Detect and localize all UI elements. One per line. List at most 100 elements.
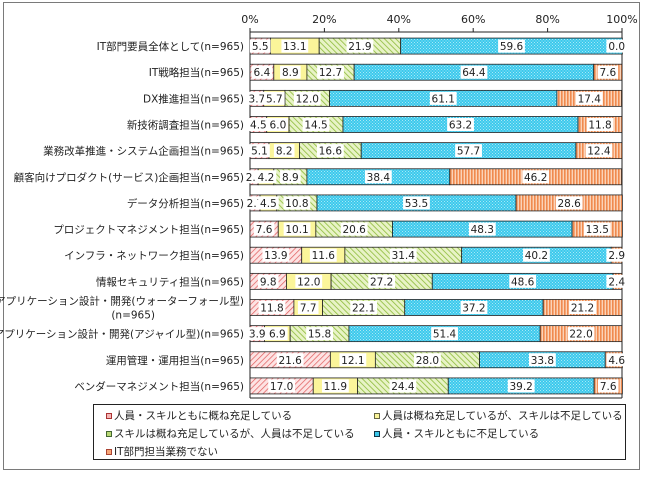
data-label-bg bbox=[468, 222, 496, 236]
data-label: 7.6 bbox=[256, 224, 273, 236]
data-label-bg bbox=[597, 65, 619, 79]
data-label: 27.2 bbox=[370, 276, 393, 288]
legend-swatch bbox=[374, 412, 380, 419]
legend: 人員・スキルともに概ね充足している 人員は概ね充足しているが、スキルは不足してい… bbox=[93, 404, 626, 460]
category-labels: IT部門要員全体として(n=965) IT戦略担当(n=965) DX推進担当(n=… bbox=[0, 40, 244, 393]
data-label: 37.2 bbox=[462, 303, 485, 315]
category-label: ベンダーマネジメント担当(n=965) bbox=[74, 380, 244, 393]
data-label-bg bbox=[276, 353, 304, 367]
data-label-bg bbox=[346, 39, 374, 53]
data-label-bg bbox=[267, 327, 288, 341]
chart-frame bbox=[3, 2, 640, 470]
data-label: 5.1 bbox=[251, 146, 268, 158]
data-label-bg bbox=[507, 379, 535, 393]
data-label: 28.0 bbox=[416, 355, 439, 367]
data-label-bg bbox=[606, 248, 627, 262]
data-label: 8.9 bbox=[282, 172, 299, 184]
category-label: 情報セキュリティ担当(n=965) bbox=[96, 275, 244, 288]
data-label-bg bbox=[293, 91, 321, 105]
x-tick-label: 80% bbox=[535, 13, 559, 26]
category-label: インフラ・ネットワーク担当(n=965) bbox=[64, 249, 244, 262]
data-label-bg bbox=[368, 274, 396, 288]
data-label-bg bbox=[258, 196, 279, 210]
data-label-bg bbox=[389, 379, 417, 393]
category-label: IT戦略担当(n=965) bbox=[149, 66, 244, 79]
data-label-bg bbox=[257, 274, 279, 288]
data-label-bg bbox=[429, 91, 457, 105]
data-label: 4.2 bbox=[258, 172, 275, 184]
x-tick-label: 100% bbox=[606, 13, 637, 26]
data-label: 17.0 bbox=[270, 381, 293, 393]
data-label: 57.7 bbox=[457, 146, 480, 158]
data-label: 14.5 bbox=[304, 120, 327, 132]
data-label-bg bbox=[249, 39, 271, 53]
data-label-bg bbox=[606, 353, 627, 367]
category-label: DX推進担当(n=965) bbox=[143, 92, 244, 105]
legend-item: 人員・スキルともに概ね充足している bbox=[106, 408, 292, 423]
data-label-bg bbox=[268, 379, 296, 393]
data-label-bg bbox=[575, 91, 603, 105]
data-labels: 5.5 13.1 21.9 59.6 0.06.4 8.9 12.7 64.4 7.63.7 5.… bbox=[243, 39, 627, 393]
data-label: 3.7 bbox=[249, 93, 266, 105]
data-label: 59.6 bbox=[500, 41, 524, 53]
data-label: 7.7 bbox=[300, 303, 317, 315]
data-label-bg bbox=[246, 91, 268, 105]
legend-label: IT部門担当業務でない bbox=[114, 446, 219, 458]
data-label: 31.4 bbox=[392, 250, 416, 262]
data-label: 7.6 bbox=[600, 67, 617, 79]
data-label: 28.6 bbox=[557, 198, 581, 210]
data-label-bg bbox=[431, 327, 458, 341]
data-label: 22.1 bbox=[352, 303, 375, 315]
legend-swatch bbox=[106, 430, 112, 437]
data-label-bg bbox=[253, 222, 275, 236]
data-label: 33.8 bbox=[531, 355, 554, 367]
data-label: 15.8 bbox=[308, 329, 331, 341]
data-label-bg bbox=[414, 353, 441, 367]
data-label: 51.4 bbox=[433, 329, 457, 341]
data-label-bg bbox=[297, 301, 319, 314]
data-label-bg bbox=[460, 301, 488, 314]
data-label: 48.6 bbox=[511, 276, 535, 288]
data-label: 8.9 bbox=[282, 67, 299, 79]
data-label: 8.2 bbox=[276, 146, 293, 158]
data-label: 21.9 bbox=[348, 41, 371, 53]
data-label-bg bbox=[597, 379, 619, 393]
data-label-bg bbox=[283, 222, 311, 236]
data-label-bg bbox=[273, 144, 295, 158]
data-label: 3.9 bbox=[249, 329, 266, 341]
data-label: 4.5 bbox=[250, 120, 267, 132]
legend-label: 人員・スキルともに概ね充足している bbox=[114, 410, 293, 422]
data-label-bg bbox=[389, 248, 417, 262]
x-tick-label: 0% bbox=[241, 13, 258, 26]
data-label: 10.8 bbox=[285, 198, 308, 210]
data-label: 46.2 bbox=[524, 172, 547, 184]
legend-label: 人員は概ね充足しているが、スキルは不足している bbox=[382, 410, 623, 422]
data-label: 9.8 bbox=[260, 276, 277, 288]
data-label-bg bbox=[455, 144, 482, 158]
data-label-bg bbox=[251, 65, 273, 79]
data-label-bg bbox=[255, 170, 277, 184]
data-label-bg bbox=[498, 39, 525, 53]
x-tick-label: 40% bbox=[387, 13, 411, 26]
data-label-bg bbox=[403, 196, 430, 210]
legend-swatch bbox=[374, 430, 380, 437]
data-label-bg bbox=[523, 248, 550, 262]
x-tick-label: 60% bbox=[461, 13, 485, 26]
data-label: 11.6 bbox=[312, 250, 336, 262]
data-label: 13.9 bbox=[264, 250, 287, 262]
data-label-bg bbox=[317, 65, 344, 79]
data-label: 5.7 bbox=[266, 93, 283, 105]
data-label: 48.3 bbox=[471, 224, 494, 236]
data-label: 40.2 bbox=[525, 250, 548, 262]
category-label: アプリケーション設計・開発(ウォーターフォール型) (n=965) bbox=[0, 295, 244, 322]
data-label: 16.6 bbox=[319, 146, 343, 158]
category-label: 顧客向けプロダクト(サービス)企画担当(n=965) bbox=[14, 171, 244, 184]
data-label: 17.4 bbox=[578, 93, 602, 105]
data-label: 12.0 bbox=[296, 93, 319, 105]
data-label-bg bbox=[316, 144, 344, 158]
x-tick-label: 20% bbox=[312, 13, 336, 26]
data-label: 10.1 bbox=[285, 224, 308, 236]
category-label: プロジェクトマネジメント担当(n=965) bbox=[53, 223, 244, 236]
data-label-bg bbox=[447, 118, 474, 131]
